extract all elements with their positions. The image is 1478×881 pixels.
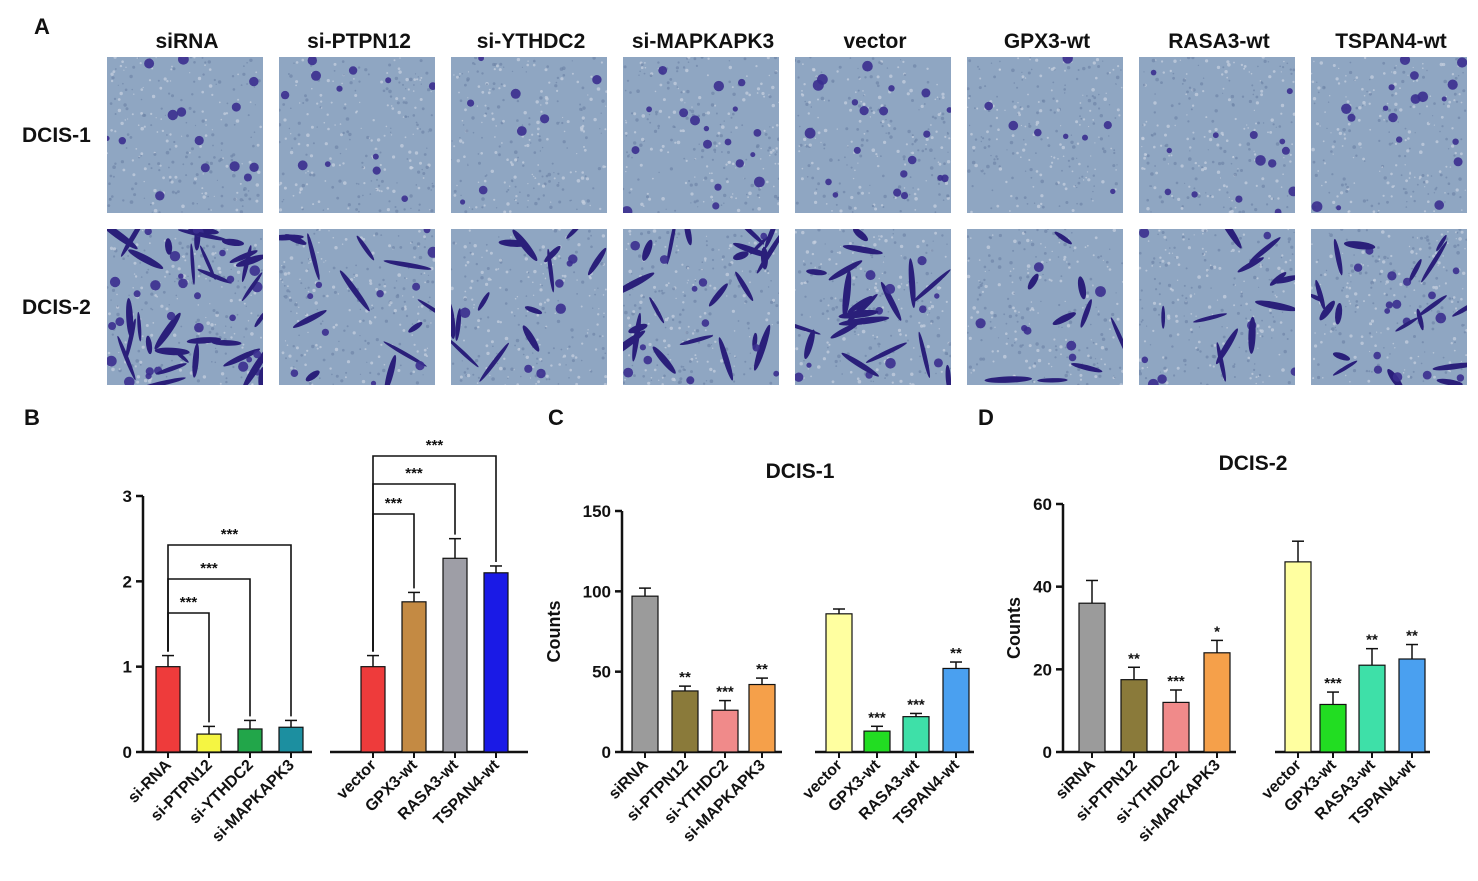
significance-label: ***: [180, 594, 198, 611]
column-label-si-mapkapk3: si-MAPKAPK3: [631, 30, 775, 53]
significance-label: ***: [405, 465, 423, 482]
bar-tspan4-wt: [483, 572, 509, 753]
y-tick-label: 0: [123, 743, 132, 762]
significance-label: ***: [221, 526, 239, 543]
column-label-gpx3-wt: GPX3-wt: [1003, 30, 1091, 53]
significance-label: **: [1128, 650, 1140, 667]
significance-label: *: [1214, 623, 1220, 640]
micrograph-dcis-2-si-ptpn12: [279, 229, 435, 385]
column-label-rasa3-wt: RASA3-wt: [1168, 30, 1270, 53]
y-tick-label: 0: [1043, 743, 1052, 762]
micrograph-dcis-1-si-mapkapk3: [623, 57, 779, 213]
bar-sirna: [631, 595, 659, 753]
column-label-vector: vector: [843, 30, 907, 53]
y-tick-label: 100: [583, 582, 611, 601]
micrograph-dcis-1-si-ptpn12: [279, 57, 435, 213]
micrograph-dcis-2-vector: [795, 229, 951, 385]
significance-label: ***: [868, 709, 886, 726]
y-tick-label: 0: [602, 743, 611, 762]
significance-label: ***: [385, 495, 403, 512]
micrograph-dcis-2-rasa3-wt: [1139, 229, 1295, 385]
y-axis-label: Counts: [1004, 597, 1024, 659]
y-axis-label: Counts: [544, 601, 564, 663]
significance-label: **: [756, 661, 768, 678]
chart-title: DCIS-1: [766, 460, 835, 483]
column-label-si-ythdc2: si-YTHDC2: [476, 30, 586, 53]
y-tick-label: 2: [123, 572, 132, 591]
row-label-dcis-1: DCIS-1: [22, 124, 91, 147]
column-label-tspan4-wt: TSPAN4-wt: [1335, 30, 1447, 53]
significance-label: ***: [716, 684, 734, 701]
bar-si-ptpn12: [671, 690, 699, 753]
panel-letter-b: B: [24, 405, 40, 430]
y-tick-label: 3: [123, 487, 132, 506]
bar-rasa3-wt: [442, 557, 468, 753]
bar-si-mapkapk3: [1203, 652, 1231, 753]
micrograph-dcis-1-vector: [795, 57, 951, 213]
micrograph-dcis-2-sirna: [107, 229, 263, 385]
y-tick-label: 1: [123, 658, 132, 677]
bar-vector: [825, 613, 853, 753]
bar-rasa3-wt: [902, 716, 930, 753]
micrograph-dcis-1-sirna: [107, 57, 263, 213]
y-tick-label: 150: [583, 502, 611, 521]
y-tick-label: 50: [592, 663, 611, 682]
micrograph-dcis-1-rasa3-wt: [1139, 57, 1295, 213]
bar-si-ythdc2: [1162, 701, 1190, 753]
panel-letter-c: C: [548, 405, 564, 430]
bar-vector: [360, 666, 386, 753]
chart-1: 050100150siRNA**si-PTPN12***si-YTHDC2**s…: [544, 460, 974, 846]
significance-label: ***: [1324, 675, 1342, 692]
y-tick-label: 60: [1033, 495, 1052, 514]
bar-gpx3-wt: [401, 601, 427, 753]
bar-si-ythdc2: [711, 709, 739, 753]
micrograph-dcis-2-gpx3-wt: [967, 229, 1123, 385]
row-label-dcis-2: DCIS-2: [22, 296, 91, 319]
panel-letter-d: D: [978, 405, 994, 430]
significance-label: **: [950, 645, 962, 662]
bar-tspan4-wt: [942, 667, 970, 753]
bar-si-ptpn12: [196, 733, 222, 753]
bar-si-mapkapk3: [748, 683, 776, 753]
bar-si-rna: [155, 666, 181, 753]
bar-si-ythdc2: [237, 728, 263, 753]
micrograph-dcis-1-si-ythdc2: [451, 57, 607, 213]
significance-label: **: [1366, 632, 1378, 649]
column-label-sirna: siRNA: [155, 30, 219, 53]
significance-label: **: [679, 669, 691, 686]
micrograph-dcis-1-gpx3-wt: [967, 57, 1123, 213]
bar-sirna: [1078, 602, 1106, 753]
bar-si-mapkapk3: [278, 726, 304, 753]
micrograph-dcis-2-si-ythdc2: [451, 229, 607, 385]
micrograph-dcis-2-si-mapkapk3: [623, 229, 779, 385]
significance-label: ***: [426, 437, 444, 454]
significance-bracket: [167, 544, 292, 717]
y-tick-label: 40: [1033, 578, 1052, 597]
bar-tspan4-wt: [1398, 658, 1426, 753]
column-label-si-ptpn12: si-PTPN12: [307, 30, 411, 53]
chart-2: 0204060siRNA**si-PTPN12***si-YTHDC2*si-M…: [1004, 452, 1430, 846]
bar-si-ptpn12: [1120, 679, 1148, 753]
significance-label: **: [1406, 628, 1418, 645]
significance-label: ***: [907, 696, 925, 713]
significance-bracket: [372, 455, 497, 652]
chart-title: DCIS-2: [1219, 452, 1288, 475]
significance-label: ***: [1167, 673, 1185, 690]
panel-letter-a: A: [34, 14, 50, 39]
micrograph-dcis-2-tspan4-wt: [1311, 229, 1467, 385]
bar-gpx3-wt: [1319, 703, 1347, 753]
bar-gpx3-wt: [863, 730, 891, 753]
bar-vector: [1284, 561, 1312, 753]
micrograph-dcis-1-tspan4-wt: [1311, 57, 1467, 213]
y-tick-label: 20: [1033, 660, 1052, 679]
bar-rasa3-wt: [1358, 664, 1386, 753]
significance-label: ***: [200, 560, 218, 577]
